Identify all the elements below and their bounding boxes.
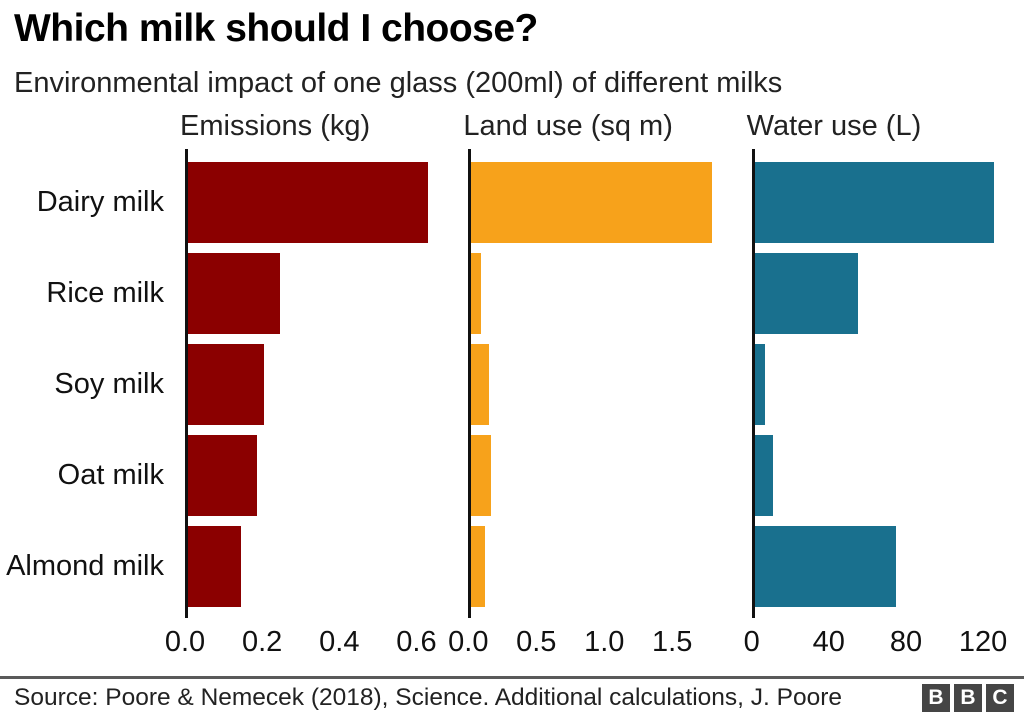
bbc-logo-letter: B xyxy=(954,684,982,712)
page-subtitle: Environmental impact of one glass (200ml… xyxy=(14,66,783,99)
category-label-rice-milk: Rice milk xyxy=(46,277,164,310)
axis-tick-label: 0.4 xyxy=(319,626,360,659)
bar-row xyxy=(188,253,447,335)
bar-oat-milk xyxy=(188,435,257,517)
bar-almond-milk xyxy=(188,526,242,608)
panel-header-emissions: Emissions (kg) xyxy=(180,110,371,143)
bar-row xyxy=(471,344,730,426)
bar-dairy-milk xyxy=(754,162,995,244)
panel-header-water-use: Water use (L) xyxy=(746,110,922,143)
bar-soy-milk xyxy=(754,344,766,426)
page: Which milk should I choose? Environmenta… xyxy=(6,7,1014,662)
panel-header-land-use: Land use (sq m) xyxy=(463,110,673,143)
bar-dairy-milk xyxy=(188,162,429,244)
bar-row xyxy=(471,162,730,244)
land-use-axis-ticks: 0.0 0.5 1.0 1.5 xyxy=(448,618,730,662)
bbc-logo-letter: C xyxy=(986,684,1014,712)
bar-row xyxy=(471,526,730,608)
bar-row xyxy=(754,526,1014,608)
source-text: Source: Poore & Nemecek (2018), Science.… xyxy=(14,684,842,711)
bar-dairy-milk xyxy=(471,162,712,244)
bar-soy-milk xyxy=(188,344,265,426)
axis-tick-label: 1.0 xyxy=(584,626,625,659)
bar-rice-milk xyxy=(188,253,280,335)
axis-tick-label: 1.5 xyxy=(652,626,693,659)
emissions-axis-ticks: 0.0 0.2 0.4 0.6 xyxy=(165,618,447,662)
bar-row xyxy=(471,435,730,517)
bar-row xyxy=(754,162,1014,244)
bar-row xyxy=(188,344,447,426)
water-use-plot xyxy=(751,149,1014,619)
axis-tick-label: 120 xyxy=(958,626,1008,659)
axis-tick-label: 40 xyxy=(812,626,845,659)
bar-row xyxy=(471,253,730,335)
axis-tick-label: 0.2 xyxy=(241,626,283,659)
emissions-plot xyxy=(185,149,447,619)
axis-tick-label: 0 xyxy=(743,626,760,659)
bar-almond-milk xyxy=(754,526,897,608)
bbc-logo-letter: B xyxy=(922,684,950,712)
category-label-almond-milk: Almond milk xyxy=(6,550,164,583)
bar-row xyxy=(754,253,1014,335)
milk-impact-chart: Emissions (kg) Land use (sq m) Water use… xyxy=(6,110,1014,662)
bar-oat-milk xyxy=(471,435,492,517)
bar-row xyxy=(188,162,447,244)
land-use-plot xyxy=(468,149,730,619)
bar-rice-milk xyxy=(754,253,858,335)
footer: Source: Poore & Nemecek (2018), Science.… xyxy=(0,676,1024,720)
category-label-soy-milk: Soy milk xyxy=(54,368,164,401)
category-labels: Dairy milk Rice milk Soy milk Oat milk A… xyxy=(6,149,164,618)
bar-oat-milk xyxy=(754,435,773,517)
bar-almond-milk xyxy=(471,526,485,608)
axis-tick-label: 0.6 xyxy=(396,626,437,659)
bar-row xyxy=(188,526,447,608)
bbc-logo: B B C xyxy=(922,684,1014,712)
water-use-axis-ticks: 0 40 80 120 xyxy=(744,618,1014,662)
bar-rice-milk xyxy=(471,253,481,335)
axis-tick-label: 80 xyxy=(889,626,923,659)
axis-tick-label: 0.0 xyxy=(448,626,489,659)
category-label-dairy-milk: Dairy milk xyxy=(36,186,164,219)
bar-row xyxy=(188,435,447,517)
axis-tick-label: 0.0 xyxy=(164,626,206,659)
category-label-oat-milk: Oat milk xyxy=(57,459,164,492)
page-title: Which milk should I choose? xyxy=(14,7,538,50)
axis-tick-label: 0.5 xyxy=(516,626,557,659)
bar-row xyxy=(754,435,1014,517)
bar-row xyxy=(754,344,1014,426)
bar-soy-milk xyxy=(471,344,489,426)
